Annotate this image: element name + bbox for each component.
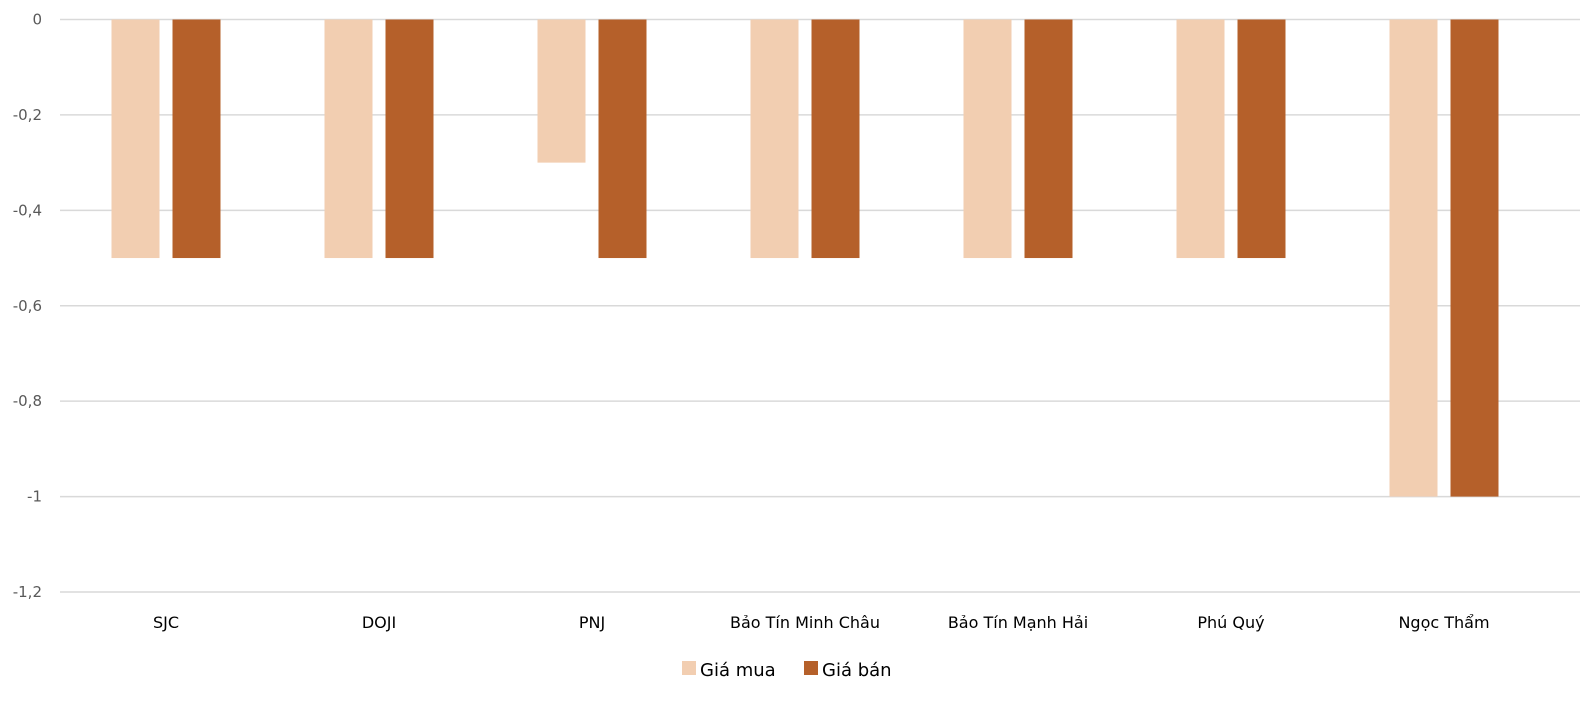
bar-gia-ban xyxy=(1450,19,1499,497)
bar-gia-ban xyxy=(1237,19,1286,259)
bar-gia-ban xyxy=(172,19,221,259)
x-tick-label: Bảo Tín Mạnh Hải xyxy=(948,613,1088,632)
bar-gia-mua xyxy=(750,19,799,259)
legend-label: Giá bán xyxy=(822,660,892,681)
x-tick-label: Bảo Tín Minh Châu xyxy=(730,613,880,632)
legend-label: Giá mua xyxy=(700,660,776,681)
y-tick-label: 0 xyxy=(32,11,42,29)
bar-gia-mua xyxy=(324,19,373,259)
bar-gia-ban xyxy=(811,19,860,259)
legend-swatch xyxy=(682,661,696,675)
bar-gia-mua xyxy=(1389,19,1438,497)
bar-gia-ban xyxy=(385,19,434,259)
x-tick-label: SJC xyxy=(153,613,179,632)
y-tick-label: -0,6 xyxy=(13,297,42,315)
bar-gia-mua xyxy=(963,19,1012,259)
bar-gia-ban xyxy=(598,19,647,259)
x-tick-label: DOJI xyxy=(362,613,396,632)
y-tick-label: -1 xyxy=(27,488,42,506)
y-tick-label: -0,4 xyxy=(13,201,42,219)
bars xyxy=(111,19,1499,497)
y-tick-label: -1,2 xyxy=(13,583,42,601)
x-axis-ticks: SJC DOJI PNJ Bảo Tín Minh Châu Bảo Tín Mạnh … xyxy=(153,613,1490,632)
legend: Giá mua Giá bán xyxy=(682,660,892,681)
x-tick-label: Phú Quý xyxy=(1197,613,1264,632)
x-tick-label: PNJ xyxy=(579,613,605,632)
bar-gia-mua xyxy=(111,19,160,259)
bar-gia-mua xyxy=(1176,19,1225,259)
bar-gia-mua xyxy=(537,19,586,163)
y-tick-label: -0,8 xyxy=(13,392,42,410)
bar-gia-ban xyxy=(1024,19,1073,259)
y-axis-ticks: 0 -0,2 -0,4 -0,6 -0,8 -1 -1,2 xyxy=(13,11,42,602)
legend-swatch xyxy=(804,661,818,675)
x-tick-label: Ngọc Thẩm xyxy=(1398,613,1489,632)
y-tick-label: -0,2 xyxy=(13,106,42,124)
